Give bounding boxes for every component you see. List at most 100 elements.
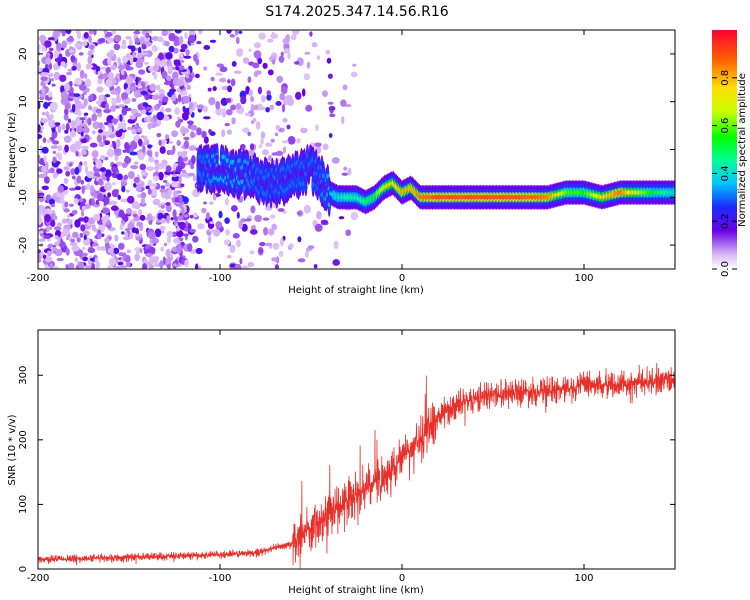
heatmap-noise-cell (138, 46, 142, 55)
heatmap-noise-cell (131, 128, 137, 135)
heatmap-noise-cell (119, 223, 124, 230)
heatmap-noise-cell (71, 127, 75, 131)
heatmap-noise-cell (201, 207, 207, 214)
heatmap-noise-cell (181, 127, 190, 134)
heatmap-noise-cell (95, 190, 100, 194)
heatmap-noise-cell (111, 189, 119, 198)
heatmap-noise-cell (95, 160, 103, 169)
heatmap-noise-cell (227, 79, 231, 84)
heatmap-noise-cell (272, 59, 276, 65)
heatmap-noise-cell (186, 84, 191, 91)
heatmap-noise-cell (247, 76, 252, 83)
heatmap-noise-cell (158, 139, 162, 146)
heatmap-noise-cell (244, 112, 252, 117)
heatmap-noise-cell (249, 143, 255, 151)
heatmap-noise-cell (209, 39, 217, 43)
heatmap-noise-cell (304, 51, 311, 55)
heatmap-noise-cell (110, 205, 119, 211)
heatmap-noise-cell (231, 61, 237, 67)
heatmap-noise-cell (92, 227, 97, 232)
heatmap-noise-cell (130, 165, 139, 170)
heatmap-noise-cell (90, 93, 94, 101)
heatmap-noise-cell (179, 65, 185, 71)
heatmap-noise-cell (196, 127, 202, 136)
heatmap-noise-cell (203, 201, 207, 205)
heatmap-noise-cell (325, 49, 331, 55)
snr-x-tick-label: 100 (574, 573, 593, 584)
heatmap-ridge-cell (246, 160, 250, 166)
heatmap-noise-cell (197, 223, 205, 230)
heatmap-noise-cell (141, 171, 146, 176)
heatmap-noise-cell (266, 93, 272, 101)
heatmap-noise-cell (65, 248, 70, 256)
heatmap-noise-cell (168, 32, 176, 42)
heatmap-noise-cell (250, 96, 255, 103)
heatmap-ridge-cell (298, 181, 302, 187)
heatmap-noise-cell (341, 172, 349, 176)
heatmap-noise-cell (327, 73, 333, 79)
heatmap-noise-cell (82, 256, 88, 262)
heatmap-noise-cell (83, 32, 89, 39)
heatmap-noise-cell (189, 228, 196, 233)
heatmap-noise-cell (127, 126, 133, 131)
heatmap-noise-cell (173, 216, 179, 222)
heatmap-noise-cell (257, 57, 263, 65)
heatmap-noise-cell (142, 102, 149, 108)
heatmap-noise-cell (91, 130, 96, 135)
colorbar-ticks: 0.0 0.2 0.4 0.6 0.8 (712, 70, 737, 277)
heatmap-noise-cell (181, 111, 189, 121)
heatmap-noise-cell (209, 201, 214, 205)
heatmap-noise-cell (156, 111, 164, 121)
heatmap-noise-cell (183, 136, 190, 141)
heatmap-noise-cell (145, 252, 152, 258)
heatmap-noise-cell (112, 141, 116, 149)
heatmap-noise-cell (195, 73, 200, 79)
heatmap-noise-cell (215, 221, 223, 229)
heatmap-noise-cell (117, 64, 126, 71)
heatmap-noise-cell (126, 207, 132, 214)
heatmap-noise-cell (57, 222, 62, 227)
heatmap-noise-cell (40, 76, 48, 82)
heatmap-noise-cell (241, 223, 248, 232)
heatmap-noise-cell (61, 218, 68, 224)
heatmap-noise-cell (162, 179, 168, 184)
heatmap-noise-cell (49, 101, 58, 111)
heatmap-noise-cell (44, 176, 50, 184)
heatmap-noise-cell (131, 201, 140, 209)
heatmap-noise-cell (105, 78, 113, 88)
heatmap-noise-cell (60, 97, 69, 106)
heatmap-noise-cell (41, 88, 46, 94)
heatmap-noise-cell (160, 218, 167, 224)
heatmap-noise-cell (38, 195, 45, 203)
heatmap-noise-cell (158, 88, 165, 96)
heatmap-noise-cell (52, 171, 58, 179)
heatmap-noise-cell (87, 55, 93, 65)
heatmap-noise-cell (175, 165, 183, 173)
heatmap-noise-cell (52, 30, 61, 39)
colorbar-gradient (712, 30, 737, 269)
heatmap-noise-cell (157, 36, 164, 43)
heatmap-noise-cell (48, 62, 53, 71)
heatmap-noise-cell (70, 168, 76, 176)
heatmap-noise-cell (240, 95, 247, 105)
heatmap-noise-cell (138, 69, 146, 75)
heatmap-noise-cell (203, 66, 208, 71)
heatmap-noise-cell (303, 204, 311, 214)
heatmap-noise-cell (154, 228, 162, 238)
heatmap-noise-cell (326, 57, 332, 64)
heatmap-noise-cell (296, 211, 302, 216)
heatmap-noise-cell (188, 34, 196, 44)
heatmap-noise-cell (225, 98, 232, 103)
heatmap-noise-cell (56, 42, 62, 51)
heatmap-noise-cell (83, 160, 88, 166)
heatmap-noise-cell (52, 156, 57, 164)
heatmap-noise-cell (84, 78, 92, 88)
heatmap-noise-cell (45, 161, 49, 171)
heatmap-noise-cell (109, 200, 118, 206)
heatmap-noise-cell (100, 246, 107, 251)
heatmap-noise-cell (314, 142, 322, 147)
heatmap-noise-cell (212, 86, 217, 92)
heatmap-noise-cell (38, 134, 43, 139)
heatmap-noise-cell (195, 263, 199, 269)
